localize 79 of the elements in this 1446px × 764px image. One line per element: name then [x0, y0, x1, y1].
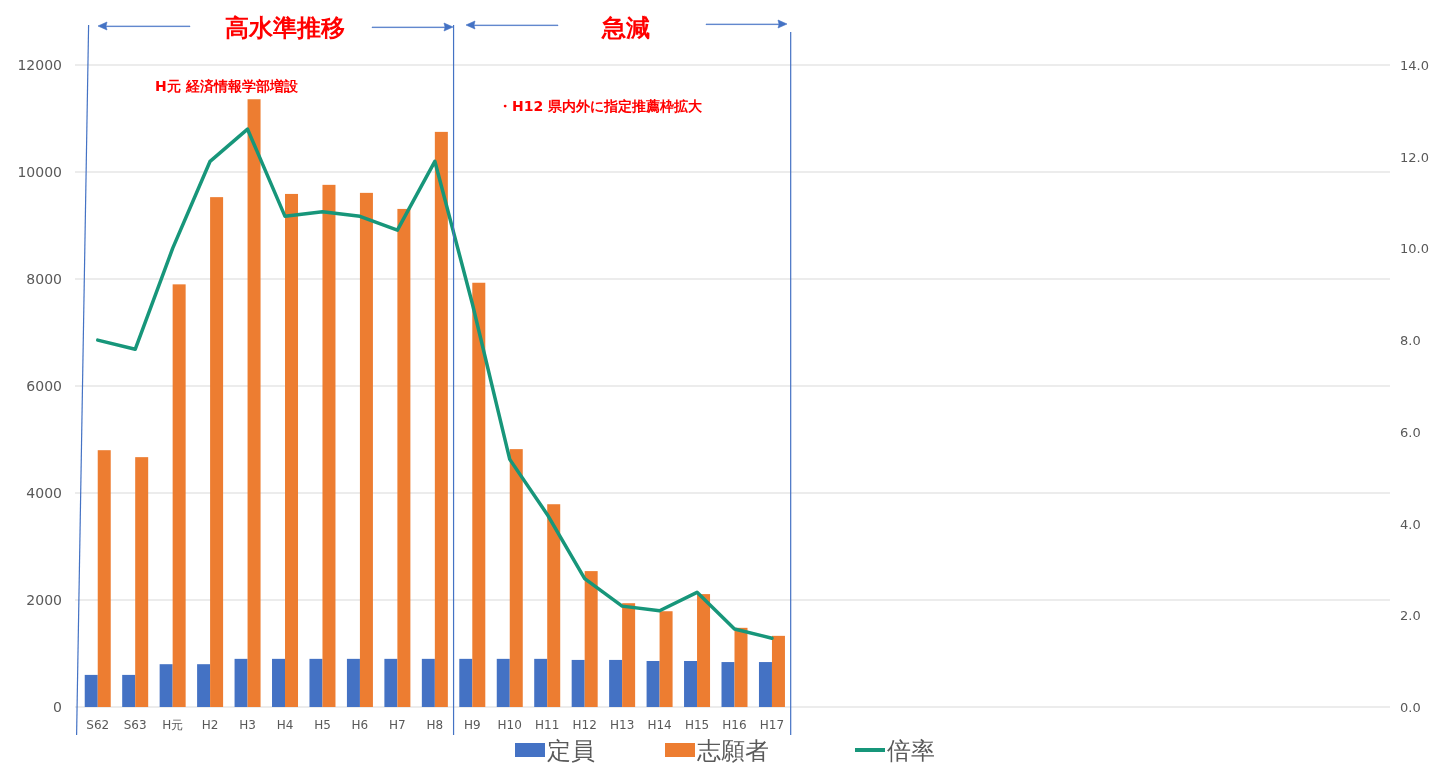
y-tick-label: 12000 — [17, 57, 62, 73]
bar — [509, 449, 523, 707]
y-tick-label: 2000 — [26, 592, 62, 608]
annotation: ・H12 県内外に指定推薦枠拡大 — [498, 98, 704, 114]
bar — [646, 660, 660, 707]
x-tick-label: H元 — [162, 718, 184, 732]
y2-tick-label: 0.0 — [1400, 700, 1421, 715]
x-tick-label: S62 — [86, 718, 110, 732]
bar — [309, 658, 323, 707]
y-tick-label: 10000 — [17, 164, 62, 180]
bar — [421, 658, 435, 707]
bar — [159, 664, 173, 707]
bar — [210, 197, 224, 707]
y-tick-label: 4000 — [26, 485, 62, 501]
x-tick-label: S63 — [123, 718, 147, 732]
bar — [122, 674, 136, 707]
bar — [758, 662, 772, 707]
x-tick-label: H3 — [239, 718, 256, 732]
x-tick-label: H9 — [463, 718, 481, 732]
bar — [84, 674, 98, 707]
bar — [609, 659, 623, 707]
x-tick-label: H15 — [684, 718, 710, 732]
bar — [135, 457, 149, 707]
bar — [721, 662, 735, 707]
bar — [697, 594, 711, 707]
x-tick-label: H2 — [201, 718, 219, 732]
legend-label: 定員 — [547, 737, 595, 764]
bar — [172, 284, 186, 707]
bar — [459, 658, 473, 707]
legend-label: 志願者 — [697, 737, 769, 764]
y2-tick-label: 14.0 — [1400, 58, 1429, 73]
bar — [547, 504, 561, 707]
y-tick-label: 8000 — [26, 271, 62, 287]
text: 急減 — [601, 14, 650, 42]
bar — [571, 659, 585, 707]
bar — [434, 131, 448, 707]
x-tick-label: H7 — [389, 718, 406, 732]
x-tick-label: H8 — [426, 718, 444, 732]
x-tick-label: H6 — [351, 718, 369, 732]
bar — [346, 658, 360, 707]
bar — [322, 184, 336, 707]
x-tick-label: H17 — [759, 718, 785, 732]
x-tick-label: H14 — [647, 718, 672, 732]
y2-tick-label: 10.0 — [1400, 241, 1429, 257]
y-tick-label: 0 — [53, 699, 62, 715]
bar — [234, 658, 248, 707]
x-tick-label: H12 — [572, 718, 597, 732]
y-tick-label: 6000 — [26, 378, 62, 394]
bar — [397, 208, 411, 707]
bar — [622, 603, 636, 707]
x-tick-label: H16 — [722, 718, 747, 732]
bar — [659, 611, 673, 707]
x-tick-label: H11 — [535, 718, 560, 732]
bar — [247, 99, 261, 707]
y2-tick-label: 2.0 — [1400, 608, 1421, 624]
legend-label: 倍率 — [887, 737, 935, 764]
bar — [384, 658, 398, 707]
y2-tick-label: 12.0 — [1400, 149, 1429, 165]
bar — [285, 193, 299, 707]
bar — [197, 664, 211, 707]
bar — [359, 192, 373, 707]
annotation: H元 経済情報学部増設 — [155, 78, 299, 94]
y2-tick-label: 8.0 — [1400, 333, 1421, 349]
bar — [272, 658, 286, 707]
bar — [534, 658, 548, 707]
y2-tick-label: 6.0 — [1400, 424, 1421, 440]
text: 高水準推移 — [225, 14, 345, 42]
x-tick-label: H10 — [497, 718, 522, 732]
bar — [684, 660, 698, 707]
x-tick-label: H4 — [276, 718, 294, 732]
x-tick-label: H13 — [609, 718, 635, 732]
x-tick-label: H5 — [314, 718, 331, 732]
bar — [97, 450, 111, 707]
y2-tick-label: 4.0 — [1400, 516, 1421, 532]
bar — [734, 627, 748, 707]
bar — [496, 658, 510, 707]
bar — [771, 635, 785, 707]
bar — [472, 282, 486, 707]
bar — [584, 571, 598, 707]
